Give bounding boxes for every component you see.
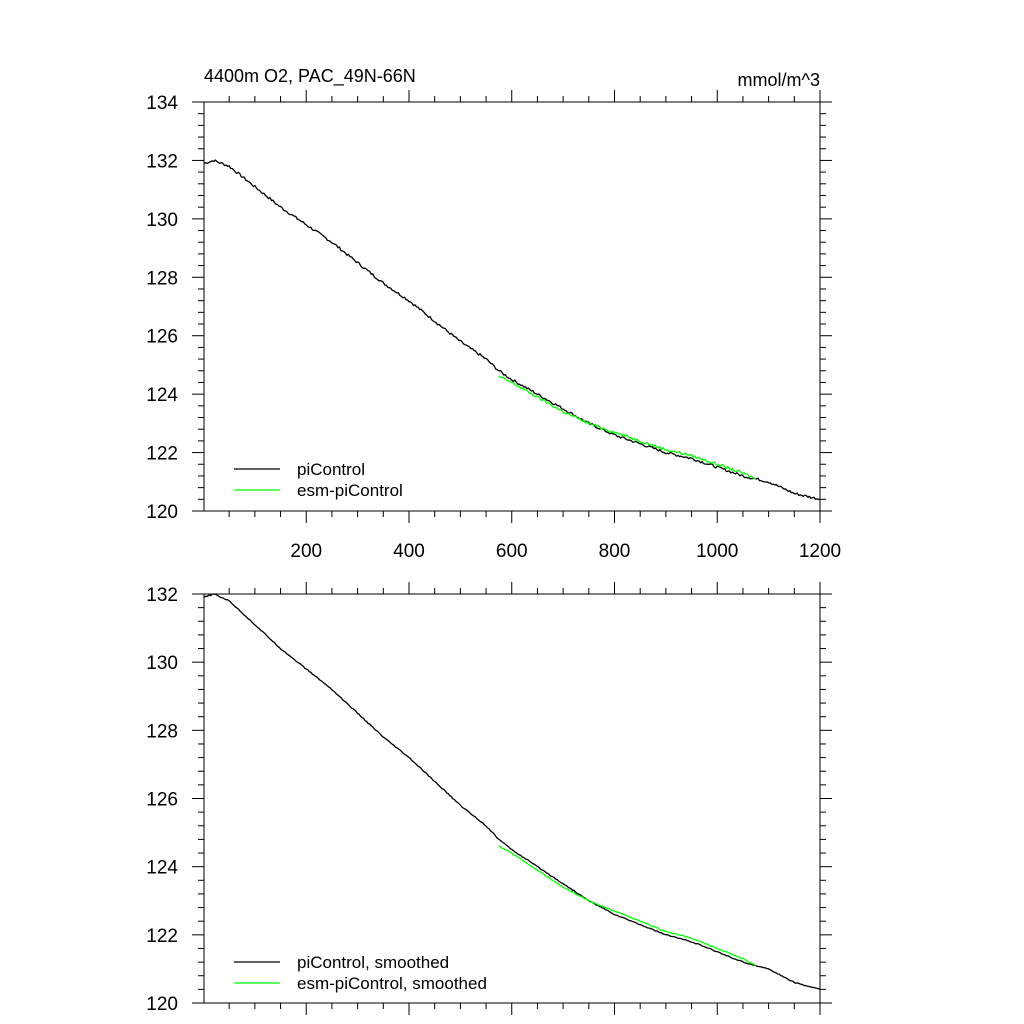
legend-label-picontrol-smoothed: piControl, smoothed <box>297 953 449 972</box>
top-panel: 4400m O2, PAC_49N-66N mmol/m^3 120 122 124… <box>146 66 841 562</box>
x-tick-label: 200 <box>290 541 322 562</box>
series-line-esm-picontrol <box>498 375 756 480</box>
series-line-esm-picontrol-smoothed <box>498 845 757 967</box>
y-tick-label: 134 <box>146 93 178 114</box>
x-axis-tick-labels: 200 400 600 800 1000 1200 <box>290 541 841 562</box>
bottom-panel: 120 122 124 126 128 130 132 piControl, smoothe… <box>146 582 832 1015</box>
y-tick-label: 128 <box>146 721 178 742</box>
legend-label-esm-picontrol: esm-piControl <box>297 481 403 500</box>
x-tick-label: 600 <box>496 541 528 562</box>
y-tick-label: 132 <box>146 151 178 172</box>
plot-frame <box>203 101 821 512</box>
plot-series <box>203 159 821 501</box>
legend: piControl, smoothed esm-piControl, smoot… <box>234 953 487 993</box>
legend: piControl esm-piControl <box>234 460 403 500</box>
y-tick-label: 124 <box>146 385 178 406</box>
y-tick-label: 122 <box>146 926 178 947</box>
y-tick-label: 130 <box>146 653 178 674</box>
y-tick-label: 132 <box>146 585 178 606</box>
y-tick-label: 126 <box>146 790 178 811</box>
chart-title: 4400m O2, PAC_49N-66N <box>204 66 416 87</box>
y-axis-tick-labels: 120 122 124 126 128 130 132 <box>146 585 178 1015</box>
axis-ticks <box>192 90 832 523</box>
y-tick-label: 128 <box>146 268 178 289</box>
plot-series <box>203 593 821 990</box>
y-tick-label: 122 <box>146 444 178 465</box>
y-tick-label: 124 <box>146 858 178 879</box>
y-tick-label: 120 <box>146 994 178 1015</box>
series-line-picontrol <box>203 159 821 501</box>
legend-label-picontrol: piControl <box>297 460 365 479</box>
series-line-picontrol-smoothed <box>203 593 821 990</box>
y-tick-label: 130 <box>146 210 178 231</box>
y-tick-label: 126 <box>146 327 178 348</box>
plot-frame <box>203 593 821 1004</box>
x-tick-label: 400 <box>393 541 425 562</box>
legend-label-esm-picontrol-smoothed: esm-piControl, smoothed <box>297 974 487 993</box>
units-label: mmol/m^3 <box>738 70 820 90</box>
x-tick-label: 1200 <box>799 541 841 562</box>
y-axis-tick-labels: 120 122 124 126 128 130 132 134 <box>146 93 178 523</box>
x-tick-label: 800 <box>599 541 631 562</box>
x-tick-label: 1000 <box>696 541 738 562</box>
y-tick-label: 120 <box>146 502 178 523</box>
axis-ticks <box>192 582 832 1015</box>
